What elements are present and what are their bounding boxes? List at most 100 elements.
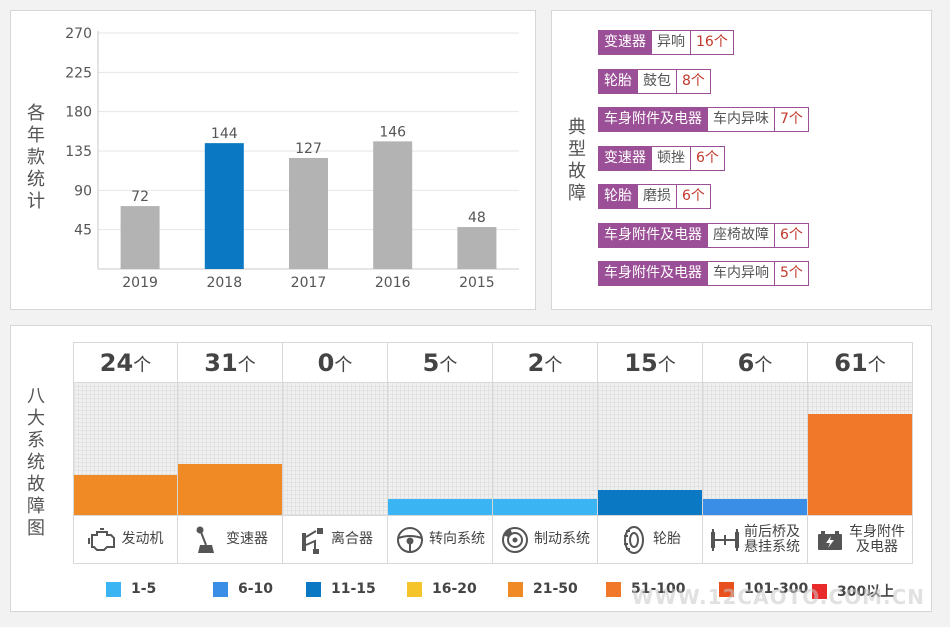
system-column: 0个离合器 xyxy=(283,342,388,564)
y-tick-label: 270 xyxy=(65,26,92,42)
legend-swatch xyxy=(719,581,734,597)
fault-tag: 轮胎 磨损 6个 xyxy=(598,184,711,209)
system-bar-area xyxy=(283,383,387,515)
year-bar-value: 72 xyxy=(131,189,149,205)
system-bar-area xyxy=(703,383,807,515)
fault-count: 8个 xyxy=(677,68,711,94)
system-count: 0个 xyxy=(283,343,387,383)
system-count-value: 6 xyxy=(737,349,755,377)
brake-disc-icon xyxy=(502,526,528,553)
system-label-text: 转向系统 xyxy=(429,532,485,547)
y-tick-label: 180 xyxy=(65,105,92,121)
system-count-unit: 个 xyxy=(867,355,886,376)
system-label-text: 前后桥及 悬挂系统 xyxy=(744,524,800,555)
legend-swatch xyxy=(306,581,321,597)
year-bar xyxy=(120,206,160,269)
systems-fault-panel: 八大系统故障图 24个 发动机 31个 变速器 0个 离合器 5个 转向系统 2个 制动系统 15个… xyxy=(10,325,932,612)
legend-swatch xyxy=(508,581,523,597)
year-bar xyxy=(289,157,328,269)
system-bar-area xyxy=(493,383,597,515)
fault-count: 6个 xyxy=(691,145,725,171)
fault-category: 车身附件及电器 xyxy=(598,222,708,248)
watermark: WWW.12CAOTO.COM.CN xyxy=(631,585,925,609)
legend-item: 1-5 xyxy=(106,581,156,597)
legend-label: 16-20 xyxy=(432,581,477,597)
year-bar xyxy=(457,227,497,269)
year-bar-value: 146 xyxy=(379,124,406,140)
system-label: 轮胎 xyxy=(598,515,702,563)
fault-name: 鼓包 xyxy=(638,68,677,94)
system-count-value: 24 xyxy=(99,349,134,377)
typical-faults-panel: 典型故障 变速器 异响 16个 轮胎 鼓包 8个 车身附件及电器 车内异味 7个 变速器 顿挫 6个轮… xyxy=(551,10,932,310)
fault-count: 7个 xyxy=(775,107,809,132)
fault-count: 5个 xyxy=(775,261,809,286)
system-count-unit: 个 xyxy=(544,355,563,376)
legend-label: 21-50 xyxy=(533,581,578,597)
system-bar xyxy=(388,499,492,515)
legend-swatch xyxy=(106,581,121,597)
system-bar xyxy=(178,463,282,515)
year-bar-value: 48 xyxy=(468,210,486,226)
legend-label: 300以上 xyxy=(837,584,895,600)
system-bar xyxy=(74,475,177,515)
fault-count: 6个 xyxy=(677,184,711,209)
legend-swatch xyxy=(606,581,621,597)
system-bar-area xyxy=(598,383,702,515)
fault-tag: 变速器 顿挫 6个 xyxy=(598,145,725,171)
x-tick-label: 2016 xyxy=(375,275,411,291)
system-bar-area xyxy=(178,383,282,515)
clutch-pedal-icon xyxy=(302,527,323,554)
system-count-unit: 个 xyxy=(754,355,773,376)
system-label-line: 及电器 xyxy=(856,538,898,555)
systems-chart-title: 八大系统故障图 xyxy=(27,386,45,539)
year-bar xyxy=(204,143,244,269)
system-label-line: 制动系统 xyxy=(534,531,590,547)
y-tick-label: 90 xyxy=(74,183,92,199)
system-count-value: 2 xyxy=(527,349,545,377)
system-column: 24个 发动机 xyxy=(73,342,178,564)
system-count-value: 15 xyxy=(624,349,658,377)
legend-item: 51-100 xyxy=(606,581,686,597)
fault-name: 磨损 xyxy=(638,184,677,209)
system-label-text: 制动系统 xyxy=(534,532,590,547)
system-count-value: 61 xyxy=(834,349,868,377)
axle-icon xyxy=(711,528,739,551)
x-tick-label: 2015 xyxy=(459,275,495,291)
system-label-line: 悬挂系统 xyxy=(744,538,800,555)
system-column: 6个前后桥及 悬挂系统 xyxy=(703,342,808,564)
system-column: 5个 转向系统 xyxy=(388,342,493,564)
fault-category: 车身附件及电器 xyxy=(598,107,708,132)
system-bar xyxy=(703,499,807,515)
fault-name: 顿挫 xyxy=(652,145,691,171)
fault-name: 座椅故障 xyxy=(708,222,775,248)
legend-swatch xyxy=(812,583,827,599)
system-count-value: 0 xyxy=(317,349,335,377)
year-bar-value: 127 xyxy=(295,141,322,157)
fault-name: 车内异响 xyxy=(708,261,775,286)
legend-item: 11-15 xyxy=(306,581,376,597)
system-label: 前后桥及 悬挂系统 xyxy=(703,515,807,563)
legend-item: 16-20 xyxy=(407,581,477,597)
battery-icon xyxy=(818,530,842,550)
system-count: 61个 xyxy=(808,343,912,383)
legend-item: 6-10 xyxy=(213,581,273,597)
system-bar xyxy=(493,499,597,515)
system-label-text: 车身附件 及电器 xyxy=(849,524,905,555)
system-label: 制动系统 xyxy=(493,515,597,563)
system-count-unit: 个 xyxy=(334,355,353,376)
fault-category: 变速器 xyxy=(598,30,652,55)
year-chart-title: 各年款统计 xyxy=(27,103,45,212)
fault-name: 车内异味 xyxy=(708,107,775,132)
system-label-line: 发动机 xyxy=(121,531,164,547)
system-label-text: 变速器 xyxy=(226,532,268,547)
faults-title: 典型故障 xyxy=(568,117,586,204)
legend-item: 21-50 xyxy=(508,581,578,597)
system-bar-area xyxy=(388,383,492,515)
fault-tag: 车身附件及电器 车内异味 7个 xyxy=(598,107,809,132)
year-bar xyxy=(373,141,413,269)
system-label-line: 离合器 xyxy=(331,531,373,547)
system-label: 车身附件 及电器 xyxy=(808,515,912,563)
legend-label: 51-100 xyxy=(631,581,686,597)
system-count-unit: 个 xyxy=(439,355,458,376)
system-label-text: 轮胎 xyxy=(653,532,681,547)
